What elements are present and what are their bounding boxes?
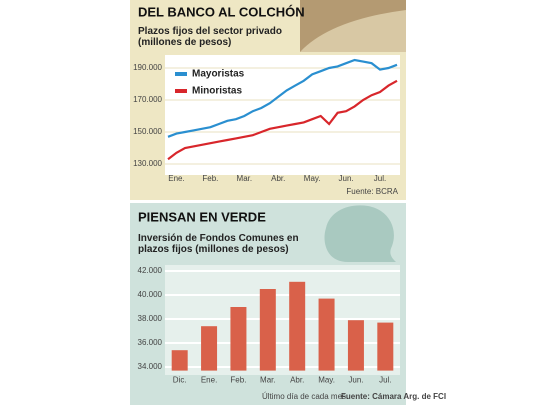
- x-tick-label: Ene.: [201, 376, 217, 385]
- note: Último día de cada mes.: [262, 392, 348, 401]
- bar: [347, 320, 364, 371]
- y-tick-label: 42.000: [138, 266, 163, 275]
- x-tick-label: Feb.: [230, 376, 246, 385]
- y-tick-label: 150.000: [133, 127, 162, 136]
- legend-swatch: [175, 89, 187, 93]
- y-tick-label: 36.000: [138, 338, 163, 347]
- chart-title: PIENSAN EN VERDE: [138, 209, 266, 224]
- bar: [171, 350, 188, 371]
- x-tick-label: Jul.: [374, 174, 386, 183]
- x-tick-label: Mar.: [237, 174, 253, 183]
- line: [167, 79, 398, 161]
- bar: [230, 307, 247, 371]
- subtitle-box: Plazos fijos del sector privado (millone…: [138, 26, 282, 48]
- chart-subtitle: Plazos fijos del sector privado (millone…: [138, 26, 282, 48]
- y-tick-label: 34.000: [138, 362, 163, 371]
- legend-label: Minoristas: [192, 86, 242, 97]
- y-tick-label: 130.000: [133, 159, 162, 168]
- x-tick-label: Abr.: [271, 174, 285, 183]
- bar: [259, 289, 276, 371]
- y-tick-label: 40.000: [138, 290, 163, 299]
- x-tick-label: Jun.: [339, 174, 354, 183]
- y-tick-label: 170.000: [133, 95, 162, 104]
- x-tick-label: Feb.: [202, 174, 218, 183]
- x-tick-label: May.: [304, 174, 321, 183]
- photo-detail: [300, 10, 406, 52]
- x-tick-label: May.: [318, 376, 335, 385]
- subtitle-box: Inversión de Fondos Comunes en plazos fi…: [138, 233, 299, 255]
- chart-subtitle: Inversión de Fondos Comunes en plazos fi…: [138, 233, 299, 255]
- x-tick-label: Jun.: [348, 376, 363, 385]
- line: [167, 58, 398, 138]
- bar: [201, 326, 218, 371]
- x-tick-label: Jul.: [379, 376, 391, 385]
- head-icon: [324, 205, 396, 262]
- plot-area: [165, 55, 400, 175]
- y-tick-label: 190.000: [133, 63, 162, 72]
- bar: [377, 322, 394, 371]
- bar: [318, 298, 335, 371]
- source: Fuente: BCRA: [346, 187, 398, 196]
- x-tick-label: Dic.: [173, 376, 187, 385]
- legend-label: Mayoristas: [192, 69, 245, 80]
- chart-title: DEL BANCO AL COLCHÓN: [138, 4, 305, 19]
- y-tick-label: 38.000: [138, 314, 163, 323]
- legend-swatch: [175, 72, 187, 76]
- x-tick-label: Ene.: [168, 174, 184, 183]
- x-tick-label: Mar.: [260, 376, 276, 385]
- bar: [289, 281, 306, 371]
- source: Fuente: Cámara Arg. de FCI: [341, 392, 446, 401]
- x-tick-label: Abr.: [290, 376, 304, 385]
